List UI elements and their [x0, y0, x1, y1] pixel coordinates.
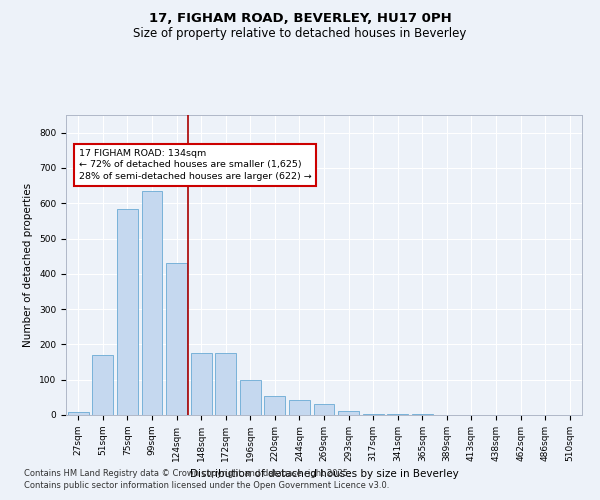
Bar	[412, 414, 433, 415]
Text: Contains public sector information licensed under the Open Government Licence v3: Contains public sector information licen…	[24, 481, 389, 490]
Text: 17, FIGHAM ROAD, BEVERLEY, HU17 0PH: 17, FIGHAM ROAD, BEVERLEY, HU17 0PH	[149, 12, 451, 26]
Bar	[362, 414, 383, 415]
Bar	[166, 263, 187, 415]
Text: 17 FIGHAM ROAD: 134sqm
← 72% of detached houses are smaller (1,625)
28% of semi-: 17 FIGHAM ROAD: 134sqm ← 72% of detached…	[79, 148, 311, 181]
Bar	[68, 412, 89, 415]
Text: Contains HM Land Registry data © Crown copyright and database right 2025.: Contains HM Land Registry data © Crown c…	[24, 468, 350, 477]
Bar	[117, 208, 138, 415]
Bar	[92, 355, 113, 415]
Bar	[215, 353, 236, 415]
Bar	[240, 380, 261, 415]
Y-axis label: Number of detached properties: Number of detached properties	[23, 183, 34, 347]
Bar	[387, 414, 408, 415]
Bar	[314, 404, 334, 415]
Bar	[191, 353, 212, 415]
Bar	[265, 396, 286, 415]
Bar	[142, 191, 163, 415]
Bar	[289, 400, 310, 415]
Text: Size of property relative to detached houses in Beverley: Size of property relative to detached ho…	[133, 28, 467, 40]
X-axis label: Distribution of detached houses by size in Beverley: Distribution of detached houses by size …	[190, 470, 458, 480]
Bar	[338, 412, 359, 415]
